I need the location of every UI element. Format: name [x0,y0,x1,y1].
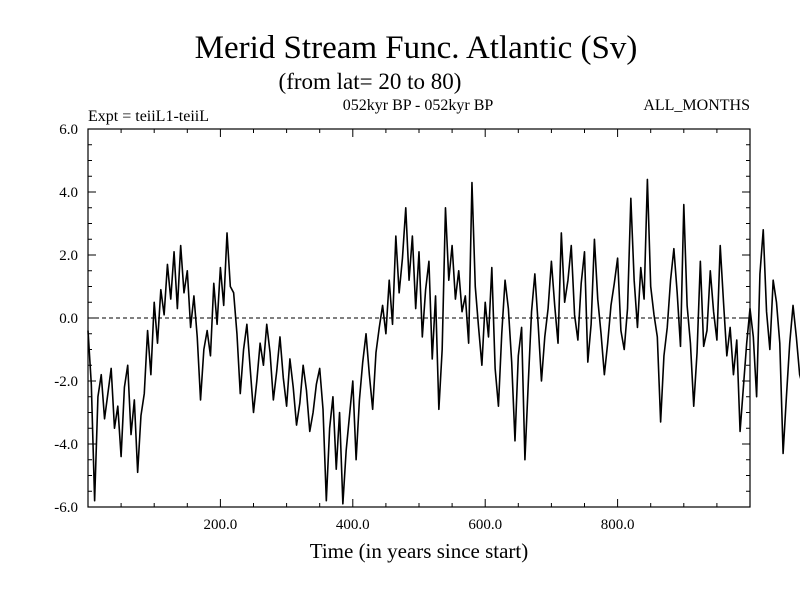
axis-ticks [88,128,750,508]
y-tick-label: 2.0 [59,248,78,264]
y-tick-label: -2.0 [54,374,78,390]
y-tick-label: 6.0 [59,122,78,138]
x-tick-label: 800.0 [601,517,635,533]
y-tick-label: -6.0 [54,500,78,516]
series-line [87,178,800,505]
x-tick-label: 200.0 [204,517,238,533]
annotation-right: ALL_MONTHS [643,97,750,114]
annotation-left: Expt = teiiL1-teiiL [88,108,209,125]
y-tick-labels: -6.0 -4.0 -2.0 0.0 2.0 4.0 6.0 [54,122,78,516]
annotation-center: 052kyr BP - 052kyr BP [343,97,494,114]
x-tick-label: 400.0 [336,517,370,533]
x-tick-label: 600.0 [468,517,502,533]
chart-title: Merid Stream Func. Atlantic (Sv) [195,30,638,66]
x-axis-label: Time (in years since start) [310,539,529,563]
chart-subtitle: (from lat= 20 to 80) [279,69,462,94]
y-tick-label: 4.0 [59,185,78,201]
y-tick-label: 0.0 [59,311,78,327]
y-tick-label: -4.0 [54,437,78,453]
x-tick-labels: 200.0 400.0 600.0 800.0 [204,517,635,533]
